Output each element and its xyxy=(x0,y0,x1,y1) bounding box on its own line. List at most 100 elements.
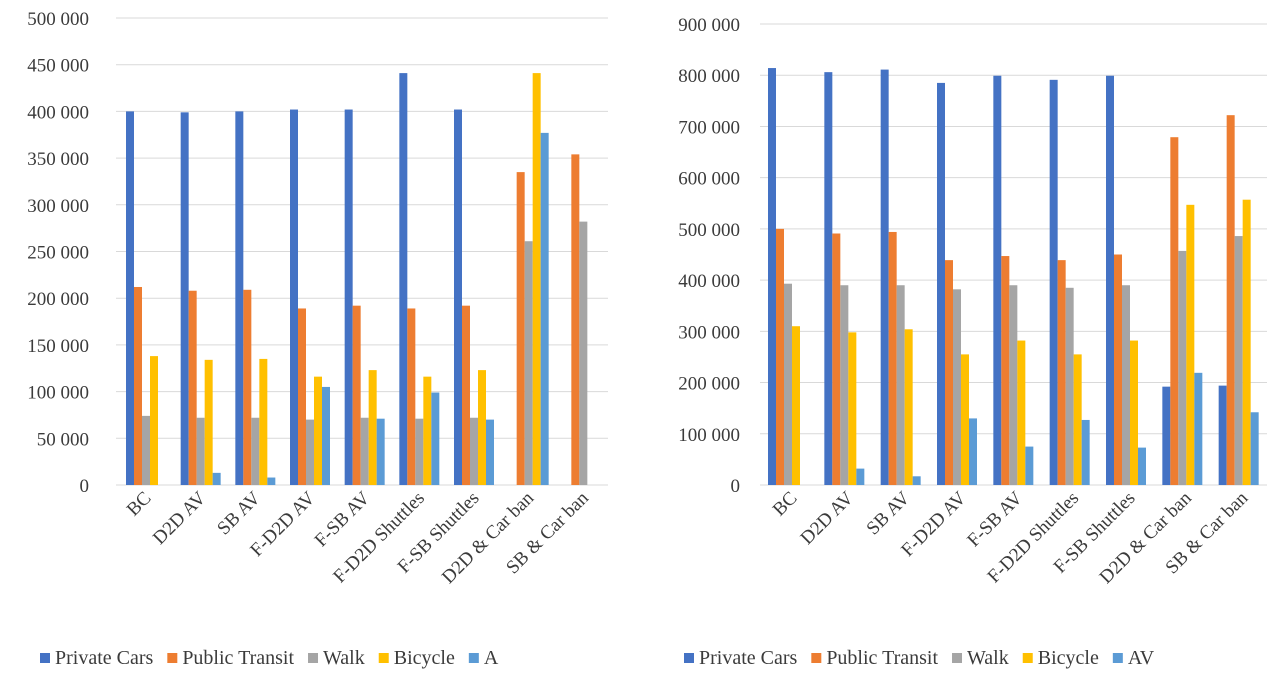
bar xyxy=(1073,354,1082,485)
bar xyxy=(1114,254,1122,485)
bar xyxy=(150,356,158,485)
bar xyxy=(1186,204,1195,485)
bar xyxy=(470,417,478,485)
bar xyxy=(196,417,205,485)
legend-label: AV xyxy=(1128,647,1155,669)
bar xyxy=(1049,79,1058,486)
bar xyxy=(126,111,134,486)
bar xyxy=(376,418,385,485)
y-tick-label: 200 000 xyxy=(678,374,740,395)
legend-label: Bicycle xyxy=(1038,647,1099,669)
bar xyxy=(776,228,784,485)
y-tick-label: 200 000 xyxy=(27,289,89,310)
bar xyxy=(1170,137,1179,485)
bar xyxy=(856,468,865,485)
y-tick-label: 0 xyxy=(80,476,90,497)
legend-swatch xyxy=(811,653,822,663)
bar xyxy=(1106,75,1114,486)
bar xyxy=(516,172,525,486)
legend-label: A xyxy=(484,647,499,669)
bar xyxy=(961,354,969,485)
bar xyxy=(344,109,353,486)
bar xyxy=(267,477,276,485)
legend-label: Walk xyxy=(967,647,1009,669)
bar xyxy=(431,392,440,485)
bar xyxy=(235,111,244,486)
y-tick-label: 400 000 xyxy=(27,102,89,123)
y-tick-label: 50 000 xyxy=(37,429,89,450)
bar xyxy=(945,260,953,485)
bar xyxy=(290,109,298,486)
category-label: BC xyxy=(123,488,156,521)
bar xyxy=(399,73,408,485)
bar xyxy=(415,418,424,485)
legend-swatch xyxy=(378,653,389,663)
bar xyxy=(368,370,377,485)
category-label: D2D AV xyxy=(797,487,858,548)
y-tick-label: 150 000 xyxy=(27,336,89,357)
bar xyxy=(306,419,314,485)
right-bar-chart: 0 100 000 200 000 300 000 400 000 500 000 600 … xyxy=(678,15,1267,669)
legend-label: Public Transit xyxy=(182,647,294,669)
bar xyxy=(904,329,913,485)
bar xyxy=(314,376,322,485)
legend-swatch xyxy=(308,653,319,663)
bar xyxy=(1081,419,1090,485)
bar xyxy=(768,68,776,485)
y-tick-label: 500 000 xyxy=(678,220,740,241)
bar xyxy=(1138,447,1146,485)
bar xyxy=(888,231,897,485)
legend-swatch xyxy=(1112,653,1123,663)
bar xyxy=(784,283,792,485)
bar xyxy=(1250,412,1259,485)
bar xyxy=(1226,115,1235,486)
legend-swatch xyxy=(167,653,178,663)
bar xyxy=(1162,386,1171,485)
bar xyxy=(204,359,213,485)
legend-label: Private Cars xyxy=(699,647,798,669)
bar xyxy=(423,376,432,485)
bar xyxy=(188,290,197,485)
bar xyxy=(1242,199,1251,486)
bar xyxy=(251,417,260,485)
bar xyxy=(1234,236,1243,485)
bar xyxy=(454,109,462,486)
bar xyxy=(824,72,833,485)
category-label: SB AV xyxy=(863,487,915,539)
bar xyxy=(1009,285,1018,485)
y-tick-label: 300 000 xyxy=(27,196,89,217)
bar xyxy=(848,332,857,485)
left-bar-chart: 0 50 000 100 000 150 000 200 000 250 000 300 0… xyxy=(27,9,608,669)
bar xyxy=(486,419,494,485)
y-tick-label: 500 000 xyxy=(27,9,89,30)
bar xyxy=(532,73,541,485)
bar xyxy=(912,476,921,485)
legend-label: Bicycle xyxy=(394,647,455,669)
bar xyxy=(478,370,486,485)
bar xyxy=(298,308,306,485)
bar xyxy=(259,358,268,485)
bar xyxy=(134,286,142,485)
legend-swatch xyxy=(40,653,50,663)
y-tick-label: 300 000 xyxy=(678,322,740,343)
bar xyxy=(571,154,580,485)
bar xyxy=(896,285,905,485)
y-tick-label: 600 000 xyxy=(678,169,740,190)
bar xyxy=(993,75,1002,486)
category-label: D2D AV xyxy=(149,487,210,548)
bar xyxy=(360,417,369,485)
legend-swatch xyxy=(952,653,963,663)
bar xyxy=(1065,287,1074,485)
category-label: SB AV xyxy=(213,487,265,539)
bar xyxy=(832,233,841,485)
bar xyxy=(212,472,221,485)
bar xyxy=(1194,372,1203,485)
category-label: BC xyxy=(769,488,802,521)
bar xyxy=(243,289,252,485)
legend-label: Private Cars xyxy=(55,647,154,669)
y-tick-label: 700 000 xyxy=(678,117,740,138)
bar xyxy=(462,305,470,485)
bar xyxy=(352,305,361,485)
y-tick-label: 450 000 xyxy=(27,56,89,77)
bar xyxy=(937,82,945,486)
